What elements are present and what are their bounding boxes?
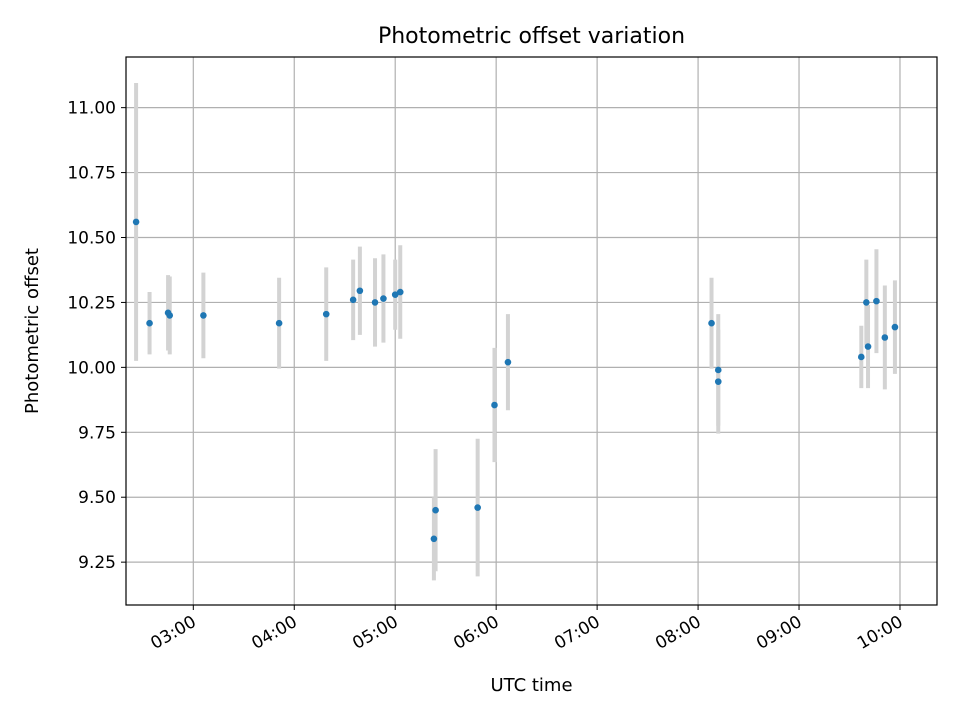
data-point xyxy=(714,378,722,385)
x-axis-label: UTC time xyxy=(490,675,572,696)
data-points xyxy=(132,218,899,543)
data-point xyxy=(708,319,715,327)
y-tick-label: 10.50 xyxy=(67,229,116,249)
y-axis-label: Photometric offset xyxy=(22,248,43,414)
data-point xyxy=(474,504,481,511)
data-point xyxy=(166,312,174,319)
data-point xyxy=(200,312,207,319)
data-point xyxy=(349,296,357,304)
plot-frame xyxy=(125,56,938,606)
data-point xyxy=(396,288,404,296)
y-tick-label: 10.75 xyxy=(67,164,116,184)
data-point xyxy=(491,401,498,409)
data-point xyxy=(864,343,872,350)
data-point xyxy=(873,297,880,305)
data-point xyxy=(430,535,438,543)
chart-title: Photometric offset variation xyxy=(378,24,685,49)
y-tick-label: 9.25 xyxy=(78,553,116,573)
data-point xyxy=(714,366,722,374)
data-point xyxy=(432,506,439,514)
data-point xyxy=(322,310,330,318)
data-point xyxy=(146,319,153,327)
y-tick-label: 9.75 xyxy=(78,423,116,443)
data-point xyxy=(891,323,899,331)
data-point xyxy=(881,334,889,341)
data-point xyxy=(275,319,283,327)
y-tick-label: 9.50 xyxy=(78,488,116,508)
data-point xyxy=(391,291,399,298)
data-point xyxy=(863,299,870,306)
data-point xyxy=(380,295,387,302)
y-axis-ticks: 9.25 9.50 9.75 10.00 10.25 10.50 10.75 11.00 xyxy=(67,99,126,573)
data-point xyxy=(356,287,364,295)
data-point xyxy=(504,358,512,366)
y-tick-label: 10.25 xyxy=(67,293,116,313)
data-point xyxy=(371,299,379,306)
grid xyxy=(126,57,937,605)
y-tick-label: 11.00 xyxy=(67,99,116,119)
y-tick-label: 10.00 xyxy=(67,358,116,378)
data-point xyxy=(132,218,140,226)
data-point xyxy=(857,353,865,361)
